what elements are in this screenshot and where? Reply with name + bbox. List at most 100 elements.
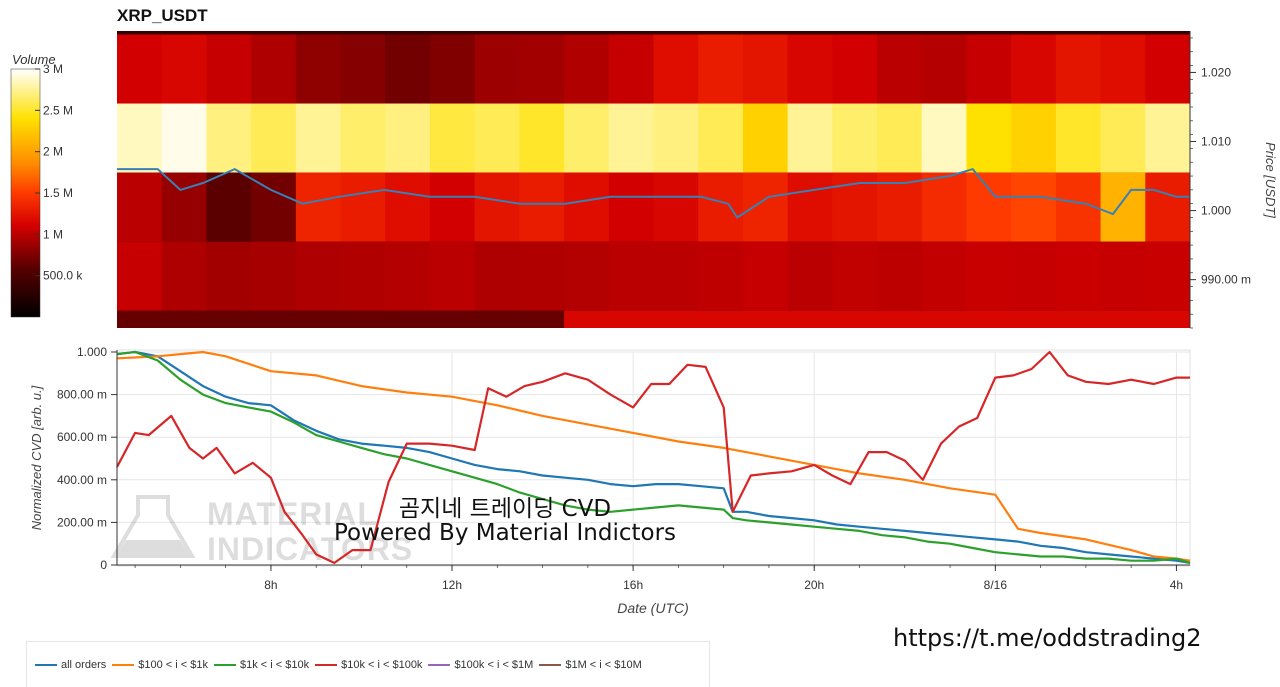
cvd-tick-label: 0: [100, 558, 107, 572]
price-tick-label: 1.020: [1201, 65, 1231, 79]
heatmap-cell: [340, 310, 386, 328]
heatmap-cell: [1100, 172, 1146, 242]
heatmap-cell: [787, 241, 833, 311]
heatmap-cell: [251, 172, 297, 242]
heatmap-cell: [608, 310, 654, 328]
heatmap-cell: [117, 31, 1190, 35]
legend-label: $100 < i < $1k: [138, 658, 208, 671]
heatmap-cell: [340, 172, 386, 242]
heatmap-cell: [966, 241, 1012, 311]
heatmap-cell: [1145, 103, 1191, 173]
legend-item[interactable]: $1M < i < $10M: [539, 658, 642, 671]
heatmap-cell: [429, 310, 476, 328]
telegram-link[interactable]: https://t.me/oddstrading2: [893, 624, 1202, 652]
colorbar-tick-label: 2.5 M: [43, 103, 73, 117]
heatmap-cell: [1145, 172, 1191, 242]
heatmap-cell: [474, 241, 520, 311]
heatmap-cell: [340, 34, 386, 104]
legend-label: $10k < i < $100k: [341, 658, 423, 671]
heatmap-cell: [564, 172, 610, 242]
x-axis-label: Date (UTC): [617, 600, 689, 616]
heatmap-cell: [295, 241, 342, 311]
legend-item[interactable]: $100 < i < $1k: [112, 659, 208, 671]
legend-item[interactable]: $100k < i < $1M: [428, 659, 533, 671]
heatmap-cell: [295, 172, 342, 242]
cvd-series-line: [116, 350, 1191, 564]
heatmap-cell: [117, 241, 163, 311]
cvd-plot: MATERIAL INDICATORS 1.000 800.00 m 600.00 …: [29, 345, 1191, 616]
heatmap-cell: [161, 34, 207, 104]
heatmap-cell: [161, 241, 207, 311]
watermark-line2: INDICATORS: [207, 531, 413, 567]
price-axis-label: Price [USDT]: [1263, 142, 1278, 218]
heatmap-cell: [206, 310, 252, 328]
legend-label: all orders: [61, 658, 107, 671]
heatmap-cell: [1145, 310, 1191, 328]
overlay-title: 곰지네 트레이딩 CVD: [398, 496, 612, 522]
cvd-tick-label: 600.00 m: [57, 430, 107, 444]
heatmap-cell: [1145, 241, 1191, 311]
heatmap-cell: [117, 103, 163, 173]
heatmap-cell: [385, 241, 431, 311]
heatmap-cell: [564, 34, 610, 104]
legend-swatch: [315, 663, 338, 666]
heatmap-cell: [921, 34, 967, 104]
colorbar-tick-label: 1 M: [43, 227, 63, 241]
legend-item[interactable]: $10k < i < $100k: [315, 659, 422, 671]
heatmap-cell: [1055, 103, 1102, 173]
heatmap-cell: [1100, 310, 1146, 328]
heatmap-cell: [564, 310, 610, 328]
heatmap-cell: [429, 103, 476, 173]
heatmap-cell: [161, 103, 207, 173]
heatmap-cell: [653, 103, 699, 173]
heatmap-cell: [1145, 34, 1191, 104]
heatmap-cell: [429, 34, 476, 104]
heatmap-cell: [653, 172, 699, 242]
heatmap-cell: [653, 241, 699, 311]
colorbar-tick-label: 2 M: [43, 145, 63, 159]
heatmap-cell: [608, 34, 654, 104]
heatmap-cell: [385, 172, 431, 242]
heatmap-cell: [340, 241, 386, 311]
heatmap-cell: [564, 103, 610, 173]
heatmap-cell: [206, 241, 252, 311]
chart-title: XRP_USDT: [117, 6, 208, 25]
heatmap-cell: [295, 310, 342, 328]
heatmap-cell: [519, 241, 565, 311]
heatmap-cell: [206, 34, 252, 104]
heatmap-cell: [608, 241, 654, 311]
colorbar-tick-label: 3 M: [43, 62, 63, 76]
heatmap-cell: [385, 34, 431, 104]
price-tick-label: 1.010: [1201, 135, 1231, 149]
heatmap-cell: [966, 172, 1012, 242]
heatmap-cell: [832, 310, 878, 328]
heatmap-cell: [877, 241, 923, 311]
x-tick-label: 16h: [623, 578, 643, 592]
legend-label: $100k < i < $1M: [454, 658, 534, 671]
heatmap-cell: [429, 241, 476, 311]
heatmap-cell: [474, 310, 520, 328]
price-line: [117, 167, 1190, 219]
legend-item[interactable]: $1k < i < $10k: [213, 659, 309, 671]
heatmap-cell: [1100, 34, 1146, 104]
x-tick-label: 8h: [264, 578, 277, 592]
heatmap-cell: [117, 172, 163, 242]
colorbar-label: Volume: [12, 52, 56, 67]
heatmap-cell: [519, 34, 565, 104]
heatmap-cell: [1100, 103, 1146, 173]
overlay-subtitle: Powered By Material Indictors: [333, 520, 677, 546]
heatmap-cell: [653, 310, 699, 328]
heatmap-cell: [966, 103, 1012, 173]
heatmap-cell: [1011, 34, 1057, 104]
heatmap-cell: [251, 34, 297, 104]
colorbar-tick-label: 500.0 k: [43, 269, 83, 283]
legend-item[interactable]: all orders: [35, 659, 106, 671]
heatmap-cell: [474, 34, 520, 104]
heatmap-cell: [1055, 310, 1102, 328]
legend-label: $1M < i < $10M: [565, 658, 642, 671]
x-tick-label: 20h: [804, 578, 824, 592]
x-tick-label: 8/16: [984, 578, 1008, 592]
heatmap-cell: [787, 34, 833, 104]
heatmap-cell: [251, 241, 297, 311]
heatmap-cell: [787, 172, 833, 242]
